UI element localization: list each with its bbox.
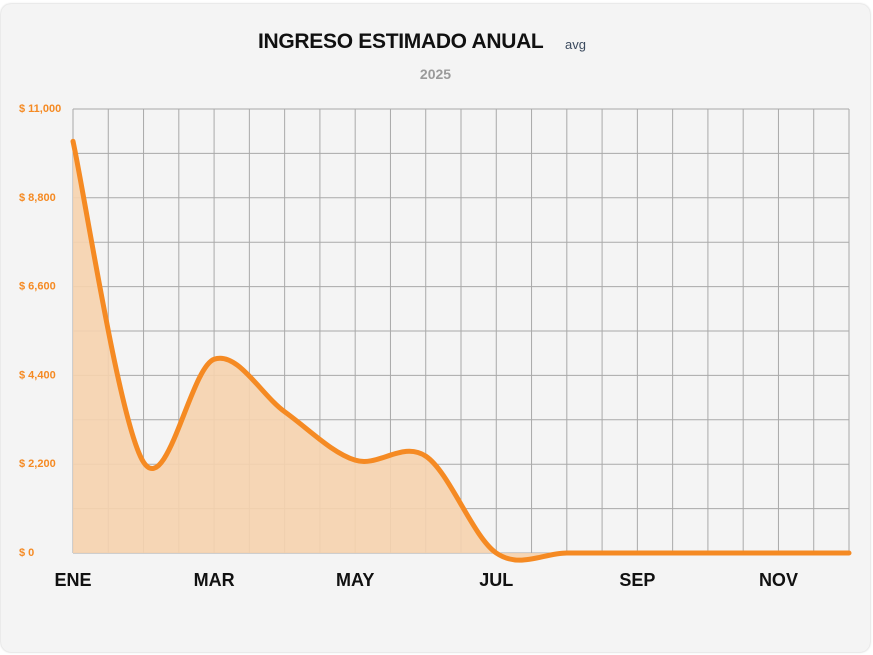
y-tick-label: $ 2,200	[19, 458, 56, 470]
data-point-feb	[141, 460, 146, 465]
data-point-dic	[847, 551, 852, 556]
y-tick-label: $ 0	[19, 547, 34, 559]
data-point-jul	[494, 551, 499, 556]
x-tick-label: NOV	[759, 570, 798, 590]
series-line	[70, 138, 852, 563]
data-point-jun	[423, 454, 428, 459]
data-point-oct	[705, 551, 710, 556]
x-tick-label: MAR	[194, 570, 235, 590]
chart-title: INGRESO ESTIMADO ANUAL	[258, 30, 544, 53]
y-tick-label: $ 6,600	[19, 281, 56, 293]
chart-subtitle: 2025	[419, 66, 452, 82]
data-point-ene	[71, 139, 76, 144]
x-tick-label: JUL	[479, 570, 513, 590]
data-point-sep	[635, 551, 640, 556]
x-tick-label: MAY	[336, 570, 374, 590]
x-tick-label: ENE	[54, 570, 91, 590]
data-point-abr	[282, 409, 287, 414]
y-tick-label: $ 8,800	[19, 192, 56, 204]
data-point-nov	[776, 551, 781, 556]
data-point-ago	[564, 551, 569, 556]
y-tick-label: $ 11,000	[19, 103, 61, 115]
data-point-may	[353, 458, 358, 463]
aggregation-badge[interactable]: avg	[565, 37, 586, 52]
series-area	[73, 141, 849, 561]
y-tick-label: $ 4,400	[19, 369, 56, 381]
x-tick-label: SEP	[619, 570, 655, 590]
data-point-mar	[212, 357, 217, 362]
